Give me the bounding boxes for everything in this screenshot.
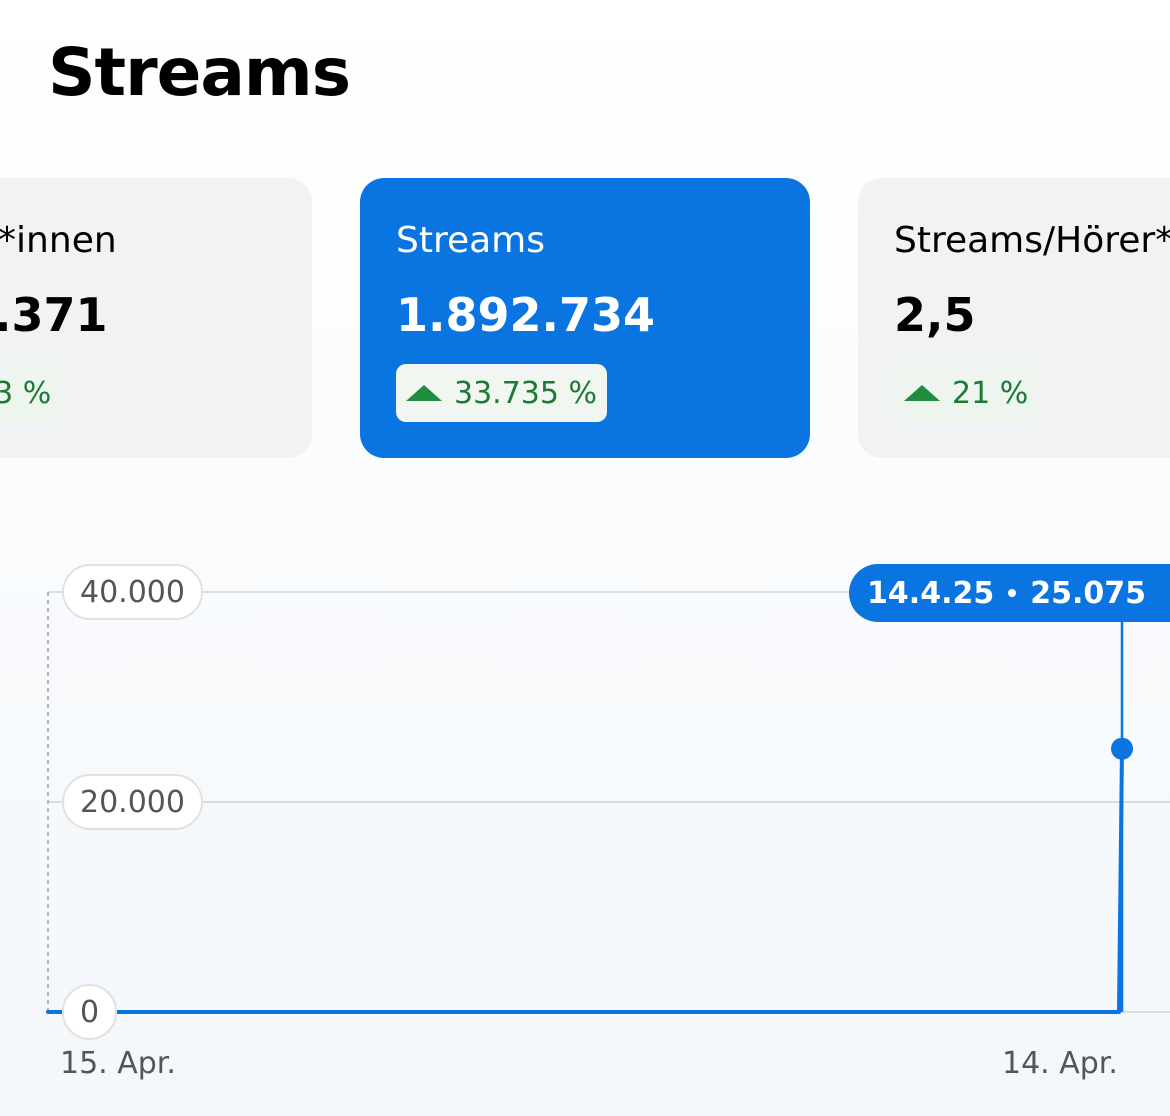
metric-cards: Hörer*innen 757.371 903 % Streams 1.892.… xyxy=(0,0,1170,470)
series-area xyxy=(48,748,1122,1012)
arrow-up-icon xyxy=(406,385,442,401)
x-tick-label: 14. Apr. xyxy=(1002,1046,1118,1081)
card-streams[interactable]: Streams 1.892.734 33.735 % xyxy=(360,178,810,458)
separator-dot-icon xyxy=(1008,589,1017,597)
card-value: 2,5 xyxy=(894,288,976,342)
card-label: Hörer*innen xyxy=(0,220,117,261)
y-tick-label: 40.000 xyxy=(62,564,203,620)
page-title: Streams xyxy=(48,34,351,111)
chart-tooltip: 14.4.25 25.075 xyxy=(849,564,1170,622)
change-value: 21 % xyxy=(952,375,1029,411)
y-tick-label: 20.000 xyxy=(62,774,203,830)
change-badge: 33.735 % xyxy=(396,364,608,422)
card-value: 1.892.734 xyxy=(396,288,655,342)
tooltip-date: 14.4.25 xyxy=(867,575,995,611)
series-line xyxy=(46,746,1124,1014)
card-value: 757.371 xyxy=(0,288,108,342)
card-label: Streams xyxy=(396,220,546,261)
y-tick-label: 0 xyxy=(62,984,118,1040)
chart-plot[interactable] xyxy=(0,540,1170,1116)
card-listeners[interactable]: Hörer*innen 757.371 903 % xyxy=(0,178,312,458)
change-value: 33.735 % xyxy=(454,375,598,411)
tooltip-value: 25.075 xyxy=(1030,575,1146,611)
change-badge: 21 % xyxy=(894,364,1039,422)
change-value: 903 % xyxy=(0,375,52,411)
card-label: Streams/Hörer*in xyxy=(894,220,1170,261)
change-badge: 903 % xyxy=(0,364,62,422)
streams-chart[interactable]: 40.000 20.000 0 15. Apr. 14. Apr. 14.4.2… xyxy=(0,540,1170,1116)
card-streams-per-listener[interactable]: Streams/Hörer*in 2,5 21 % xyxy=(858,178,1170,458)
arrow-up-icon xyxy=(904,385,940,401)
x-tick-label: 15. Apr. xyxy=(60,1046,176,1081)
highlight-point xyxy=(1111,737,1133,760)
